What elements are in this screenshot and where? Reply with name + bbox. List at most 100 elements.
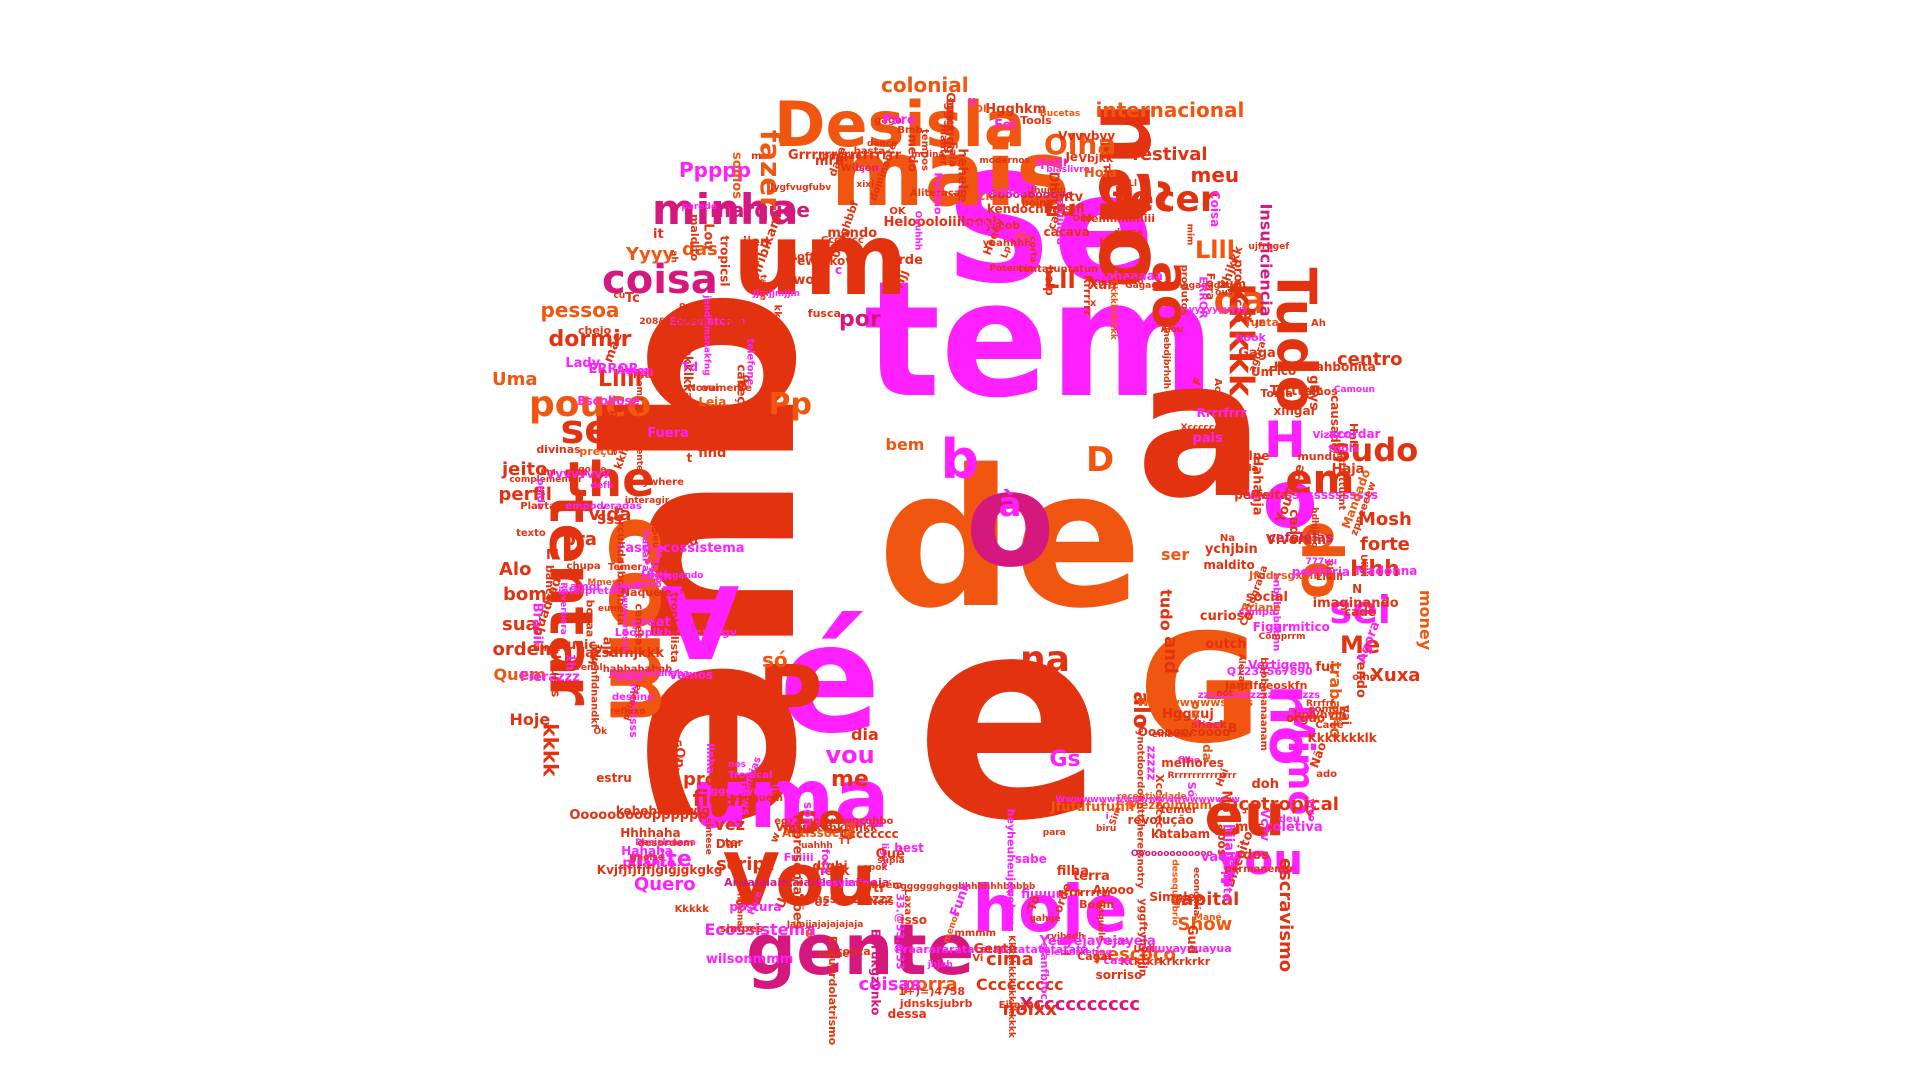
cloud-word: orgao (1285, 711, 1326, 726)
cloud-word: Vbjkk (1078, 152, 1114, 166)
cloud-word: na (1020, 639, 1070, 680)
cloud-word: destino (611, 692, 655, 704)
cloud-word: doh (1251, 777, 1279, 793)
cloud-word: cu (613, 290, 626, 301)
cloud-word: dazsdfhjkkk (575, 645, 664, 661)
cloud-word: Desislaaaaa (635, 837, 696, 848)
cloud-word: yggftyhvhjjn (1136, 898, 1150, 977)
cloud-word: Gaga (1238, 346, 1276, 362)
cloud-word: ordem (492, 639, 558, 660)
cloud-word: sudo (1331, 431, 1419, 469)
cloud-word: fim (847, 248, 867, 262)
cloud-word: Olu (1014, 231, 1032, 242)
cloud-word: embaixo (1151, 730, 1195, 741)
cloud-word: P (757, 647, 823, 752)
cloud-word: é (779, 593, 881, 767)
cloud-word: bem (885, 435, 925, 454)
cloud-word: b (940, 428, 980, 491)
cloud-word: help (1042, 266, 1057, 296)
cloud-word: postura (729, 900, 782, 914)
cloud-word: fora (819, 848, 833, 874)
cloud-word: Na (1219, 532, 1235, 544)
cloud-word: ryjbsdh (1046, 931, 1085, 942)
cloud-word: luula (615, 672, 643, 684)
cloud-word: Show (1177, 914, 1233, 935)
cloud-word: hahahahbonita (1273, 359, 1376, 374)
cloud-word: para (1042, 828, 1066, 839)
cloud-word: caneta (632, 603, 646, 646)
cloud-word: olho (1352, 671, 1377, 683)
cloud-word: comum (1308, 704, 1350, 716)
cloud-word: cacava (1043, 225, 1090, 240)
cloud-word: Q (1067, 902, 1078, 911)
cloud-word: jeito (502, 459, 548, 480)
cloud-word: table (757, 274, 768, 301)
cloud-word: Crazucker (939, 189, 1008, 204)
cloud-word: Simples (1149, 890, 1203, 905)
cloud-word: outch (1205, 636, 1247, 652)
cloud-word: desequilíbrio (1169, 859, 1180, 926)
cloud-word: sintese (702, 818, 713, 855)
cloud-word: Praarararatatatatatatatatatata (894, 942, 1089, 956)
cloud-word: bjs (1175, 896, 1191, 907)
cloud-word: economia (1191, 866, 1202, 916)
cloud-word: terra (1073, 869, 1110, 885)
cloud-word: bom (503, 584, 548, 605)
cloud-word: Ccccccccc (976, 975, 1064, 994)
cloud-word: and (1159, 636, 1181, 674)
cloud-word: zzzzz (1143, 745, 1158, 781)
cloud-word: vez (714, 815, 746, 834)
cloud-word: it (653, 226, 664, 242)
cloud-word: Tc (625, 291, 640, 306)
cloud-word: produtos (1178, 264, 1190, 316)
cloud-word: Ppppp (679, 158, 751, 182)
cloud-word: Hggyuj (1162, 706, 1214, 722)
cloud-word: imaginando (1312, 595, 1399, 611)
cloud-word: Peidão (931, 172, 945, 215)
cloud-word: i (1105, 812, 1109, 823)
cloud-word: casa (1103, 954, 1132, 968)
cloud-word: OK (889, 206, 906, 218)
cloud-word: Mezzolmmm (1128, 797, 1213, 812)
cloud-word: Aliteracao (909, 188, 968, 200)
cloud-word: Ado (1124, 277, 1144, 288)
cloud-word: mru (815, 154, 845, 170)
cloud-word: Priiii (627, 367, 654, 379)
cloud-word: Só (1185, 781, 1199, 798)
cloud-word: Vvvvvvvv (545, 467, 610, 482)
cloud-word: janrlfneoskfn (1225, 678, 1308, 692)
cloud-word: mosh (680, 586, 708, 597)
cloud-word: Uoll (1133, 944, 1156, 956)
cloud-word: representações (789, 814, 805, 929)
cloud-word: book (1235, 331, 1266, 345)
cloud-word: se (794, 797, 846, 843)
cloud-word: hahhahahah (602, 664, 673, 676)
cloud-word: à (998, 485, 1022, 525)
cloud-word: Sss (597, 512, 622, 528)
cloud-word: PaPaPa (639, 530, 651, 572)
cloud-word: vaca (1200, 850, 1235, 866)
cloud-word: Viveram (1265, 533, 1327, 549)
cloud-word: Q1234567890 (1226, 665, 1313, 679)
cloud-word: Insuficiencia (1256, 203, 1276, 317)
cloud-word: tools (1328, 442, 1360, 456)
cloud-word: Oh (974, 104, 991, 116)
cloud-word: cefaléias (1268, 530, 1334, 546)
cloud-word: Ll (1128, 178, 1138, 189)
cloud-word: uuuyayauayua (1142, 941, 1232, 955)
cloud-word: the (565, 452, 655, 508)
cloud-word: Vvvvbvv (1058, 129, 1116, 144)
cloud-word: social (1245, 590, 1288, 606)
cloud-word: jhjah (927, 959, 953, 970)
cloud-word: coletiva (1264, 820, 1323, 836)
cloud-word: Eitaaaa (998, 999, 1041, 1011)
cloud-word: Op (671, 747, 687, 769)
cloud-word: ado (1316, 768, 1337, 780)
cloud-word: sorriso (1095, 967, 1143, 982)
cloud-word: curioso (1199, 609, 1254, 624)
cloud-word: pais (1192, 431, 1223, 447)
cloud-word: Tttttttt (1269, 384, 1323, 400)
cloud-word: ajr (598, 636, 614, 656)
cloud-word: sampa (1238, 607, 1276, 619)
cloud-word: Lady (565, 356, 601, 372)
